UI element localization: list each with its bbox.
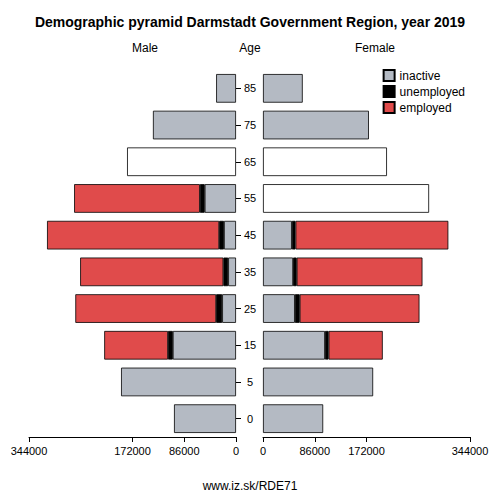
svg-text:172000: 172000 [114,445,151,457]
svg-text:86000: 86000 [169,445,200,457]
svg-text:65: 65 [244,156,256,168]
svg-text:Demographic pyramid Darmstadt: Demographic pyramid Darmstadt Government… [35,14,465,30]
svg-text:Female: Female [355,41,395,55]
svg-text:Age: Age [239,41,261,55]
svg-text:unemployed: unemployed [400,85,465,99]
svg-text:www.iz.sk/RDE71: www.iz.sk/RDE71 [202,479,298,493]
svg-text:85: 85 [244,82,256,94]
svg-text:Male: Male [132,41,158,55]
svg-text:55: 55 [244,192,256,204]
svg-text:5: 5 [247,376,253,388]
svg-text:0: 0 [233,445,239,457]
svg-text:45: 45 [244,229,256,241]
svg-text:0: 0 [260,445,266,457]
svg-text:0: 0 [247,413,253,425]
svg-text:344000: 344000 [452,445,489,457]
svg-text:employed: employed [400,101,452,115]
svg-text:86000: 86000 [299,445,330,457]
svg-text:25: 25 [244,303,256,315]
svg-text:172000: 172000 [348,445,385,457]
svg-text:35: 35 [244,266,256,278]
svg-text:inactive: inactive [400,69,441,83]
svg-text:344000: 344000 [11,445,48,457]
svg-text:75: 75 [244,119,256,131]
svg-text:15: 15 [244,339,256,351]
